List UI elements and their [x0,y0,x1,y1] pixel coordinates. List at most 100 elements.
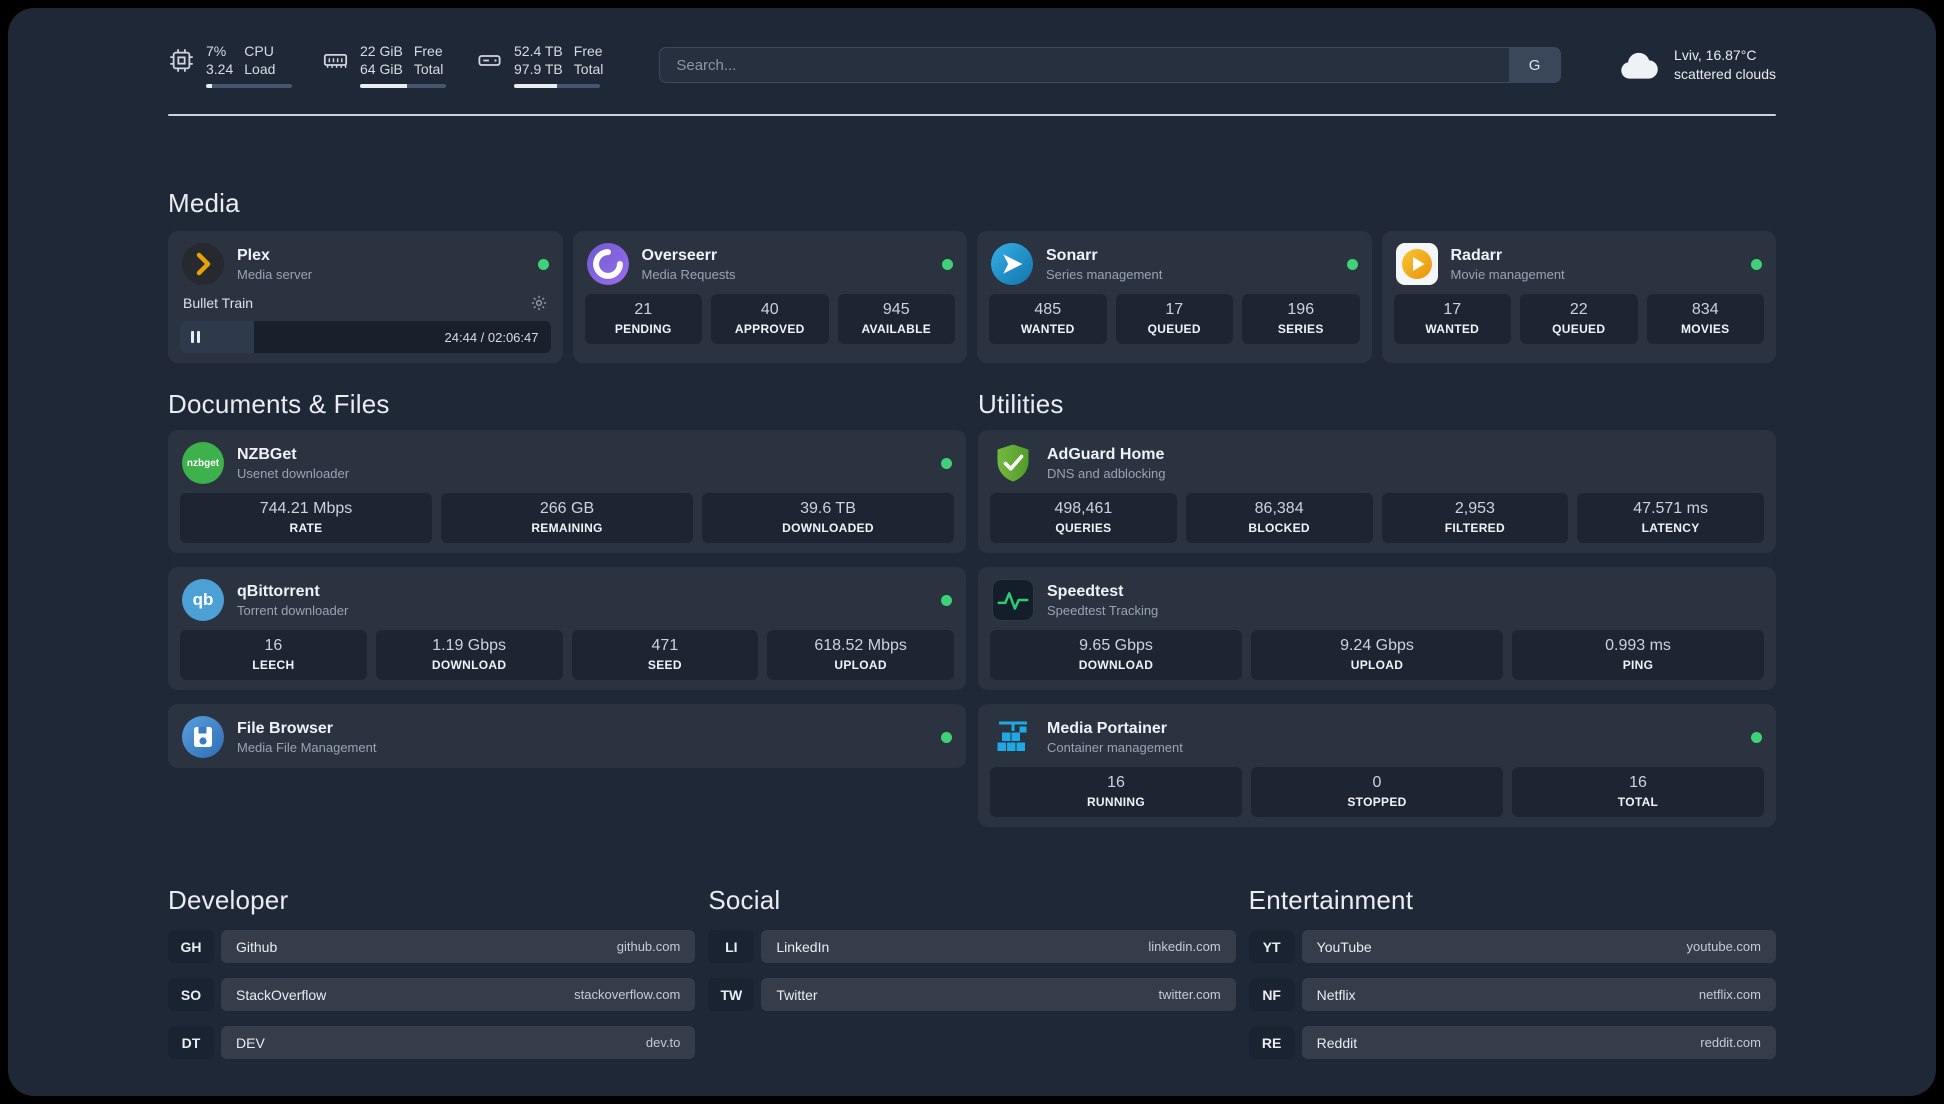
plex-icon [182,243,224,286]
bookmarks-social: Social LI LinkedIn linkedin.com TW Twitte… [708,885,1236,1059]
section-title-entertainment: Entertainment [1248,885,1414,916]
bookmarks-entertainment: Entertainment YT YouTube youtube.com NF N… [1248,885,1776,1060]
status-dot [1346,258,1358,270]
disk-widget: 52.4 TB 97.9 TB Free Total [476,42,604,89]
adguard-icon [992,442,1034,484]
disk-free-value: 52.4 TB [514,43,563,59]
search-bar: G [659,47,1562,84]
qbittorrent-card[interactable]: qb qBittorrent Torrent downloader 16 LEEC… [168,567,966,691]
stat-tile: 0.993 ms PING [1512,630,1764,681]
bookmark-abbr: GH [168,930,214,964]
service-desc: Media Requests [641,266,736,282]
gear-icon[interactable] [530,294,548,312]
bookmark-reddit[interactable]: RE Reddit reddit.com [1248,1026,1776,1060]
stat-tile: 1.19 Gbps DOWNLOAD [375,630,563,681]
status-dot [1751,731,1762,743]
status-dot [537,258,549,270]
bookmark-name: Twitter [776,986,818,1003]
stat-tile: 9.24 Gbps UPLOAD [1251,630,1503,681]
disk-icon [476,47,503,74]
stat-tile: 0 STOPPED [1251,767,1503,818]
stat-tile: 21 PENDING [584,294,702,345]
service-name: File Browser [237,719,334,737]
cpu-load-label: Load [244,61,276,78]
stat-tile: 744.21 Mbps RATE [180,493,432,544]
stat-tile: 17 QUEUED [1115,294,1233,345]
section-title-social: Social [708,885,781,916]
stat-tile: 9.65 Gbps DOWNLOAD [990,630,1242,681]
service-desc: Media File Management [237,739,377,755]
portainer-card[interactable]: Media Portainer Container management 16 R… [978,704,1776,828]
bookmark-name: YouTube [1316,938,1372,955]
speedtest-card[interactable]: Speedtest Speedtest Tracking 9.65 Gbps DO… [978,567,1776,691]
weather-widget[interactable]: Lviv, 16.87°C scattered clouds [1617,46,1776,84]
search-input[interactable] [659,47,1510,84]
stat-tile: 17 WANTED [1393,294,1511,345]
media-grid: Plex Media server Bullet Train 24:44 / 0… [168,231,1776,364]
bookmark-name: DEV [236,1034,265,1051]
bookmark-name: Netflix [1316,986,1356,1003]
bookmark-netflix[interactable]: NF Netflix netflix.com [1248,978,1776,1012]
radarr-card[interactable]: Radarr Movie management 17 WANTED 22 QUEUE… [1381,231,1776,364]
top-bar: 7% 3.24 CPU Load 22 GiB 64 GiB [168,42,1776,89]
service-name: Speedtest [1047,582,1124,600]
plex-player-progress[interactable]: 24:44 / 02:06:47 [180,321,551,354]
bookmark-abbr: TW [708,978,755,1012]
cpu-load-value: 3.24 [206,61,234,78]
bookmark-twitter[interactable]: TW Twitter twitter.com [708,978,1236,1012]
status-dot [941,457,952,469]
service-desc: Usenet downloader [237,465,350,481]
bookmark-url: reddit.com [1700,1035,1761,1051]
memory-bar [360,84,446,89]
bookmark-abbr: YT [1248,930,1295,964]
speedtest-icon [992,579,1034,622]
bookmark-abbr: SO [168,978,214,1012]
stat-tile: 16 TOTAL [1512,767,1764,818]
stat-tile: 86,384 BLOCKED [1185,493,1373,544]
media-section: Media Plex Media server Bullet Train [168,188,1776,364]
bookmark-linkedin[interactable]: LI LinkedIn linkedin.com [708,930,1236,964]
documents-section: Documents & Files nzbget NZBGet Usenet d… [168,389,966,827]
bookmark-youtube[interactable]: YT YouTube youtube.com [1248,930,1776,964]
stat-tile: 16 RUNNING [990,767,1242,818]
memory-icon [322,47,349,74]
bookmark-url: linkedin.com [1148,939,1221,955]
bookmarks-developer: Developer GH Github github.com SO StackOv… [168,885,696,1060]
service-desc: Media server [237,266,313,282]
stat-tile: 196 SERIES [1242,294,1360,345]
bookmark-stackoverflow[interactable]: SO StackOverflow stackoverflow.com [168,978,696,1012]
now-playing-title: Bullet Train [183,295,254,312]
overseerr-icon [586,243,629,286]
bookmark-dev[interactable]: DT DEV dev.to [168,1026,696,1060]
bookmark-name: StackOverflow [236,986,327,1003]
cloud-icon [1617,49,1661,81]
service-desc: Container management [1047,739,1183,755]
bookmark-github[interactable]: GH Github github.com [168,930,696,964]
service-name: Sonarr [1046,246,1098,264]
adguard-card[interactable]: AdGuard Home DNS and adblocking 498,461 Q… [978,430,1776,554]
utilities-section: Utilities AdGuard Home DNS and adblockin… [978,389,1776,828]
pause-icon[interactable] [191,331,200,344]
search-provider-button[interactable]: G [1509,47,1562,84]
overseerr-card[interactable]: Overseerr Media Requests 21 PENDING 40 APP… [572,231,967,364]
service-name: Overseerr [641,246,718,264]
disk-total-label: Total [573,61,604,78]
status-dot [941,731,952,743]
memory-widget: 22 GiB 64 GiB Free Total [322,42,446,89]
bookmark-abbr: LI [708,930,755,964]
filebrowser-icon [182,716,224,759]
stat-tile: 47.571 ms LATENCY [1577,493,1764,544]
stat-tile: 834 MOVIES [1646,294,1764,345]
disk-free-label: Free [573,43,603,59]
status-dot [942,258,953,270]
stat-tile: 16 LEECH [180,630,367,681]
section-title-documents: Documents & Files [168,389,390,420]
cpu-widget: 7% 3.24 CPU Load [168,42,292,89]
stat-tile: 471 SEED [571,630,759,681]
cpu-bar [206,84,292,89]
sonarr-card[interactable]: Sonarr Series management 485 WANTED 17 QUE… [977,231,1372,364]
plex-card[interactable]: Plex Media server Bullet Train 24:44 / 0… [168,231,563,364]
bookmark-url: netflix.com [1698,987,1761,1003]
nzbget-card[interactable]: nzbget NZBGet Usenet downloader 744.21 M… [168,430,966,554]
filebrowser-card[interactable]: File Browser Media File Management [168,704,966,769]
